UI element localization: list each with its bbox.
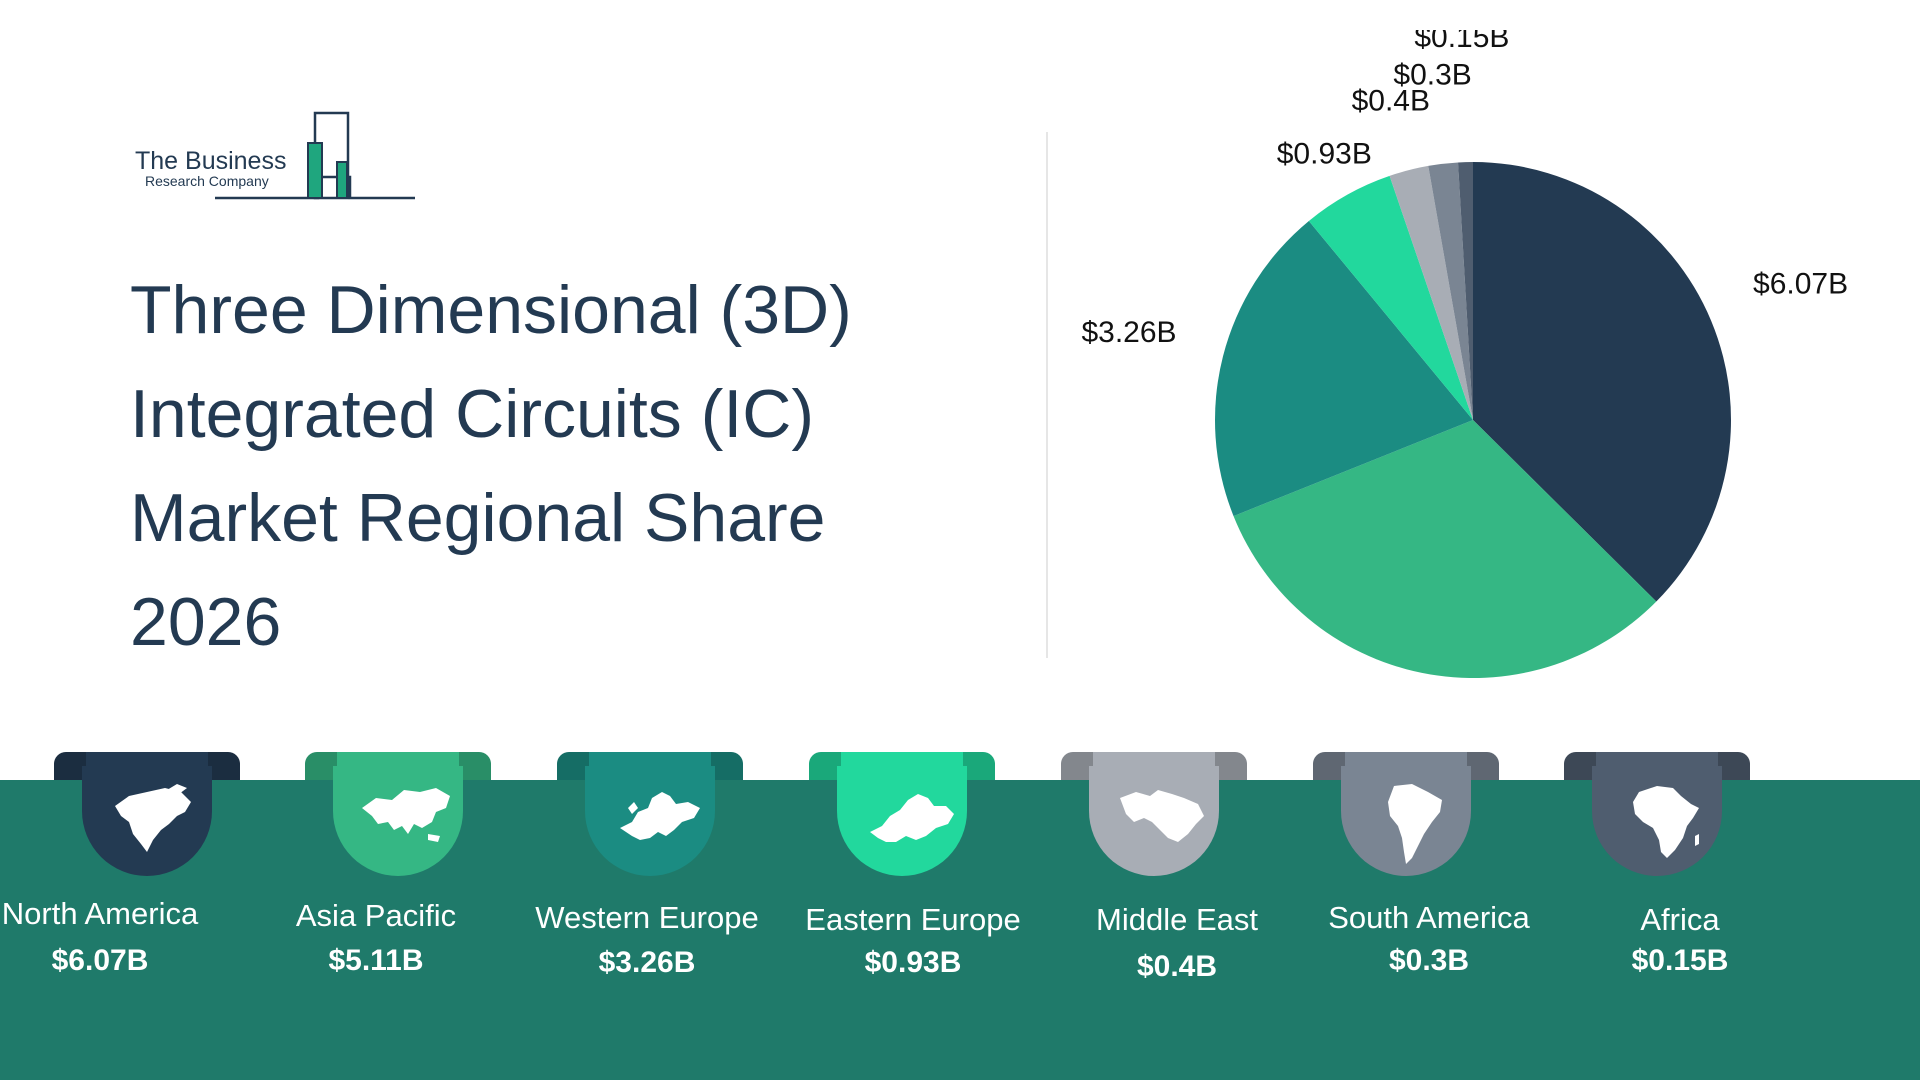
eastern-europe-map-icon <box>870 794 954 842</box>
region-value: $0.93B <box>864 946 962 979</box>
pie-label-eastern-europe: $0.93B <box>1277 138 1372 171</box>
region-value: $3.26B <box>598 946 696 979</box>
pie-label-western-europe: $3.26B <box>1081 316 1176 349</box>
pie-label-middle-east: $0.4B <box>1352 84 1430 117</box>
pie-slice-africa <box>1458 162 1473 420</box>
tab-shade-right <box>208 752 240 780</box>
page-title: Three Dimensional (3D) Integrated Circui… <box>130 272 852 660</box>
region-name: South America <box>1328 900 1530 935</box>
region-value: $6.07B <box>51 944 149 977</box>
pie-label-south-america: $0.3B <box>1393 58 1471 91</box>
region-value: $0.4B <box>1136 950 1218 983</box>
middle-east-map-icon <box>1120 790 1204 842</box>
pie-slice-middle-east <box>1389 165 1473 420</box>
tab-shade-left <box>809 752 841 780</box>
tab-shade-right <box>1718 752 1750 780</box>
tab-shade-left <box>557 752 589 780</box>
pie-slice-north-america <box>1473 162 1731 602</box>
region-card-western-europe: Western Europe $3.26B <box>503 752 763 1012</box>
tab-shade-left <box>305 752 337 780</box>
region-badge <box>837 766 967 876</box>
region-name: Asia Pacific <box>295 898 457 933</box>
region-card-south-america: South America $0.3B <box>1259 752 1530 1012</box>
asia-pacific-map-icon <box>362 788 450 842</box>
pie-slice-western-europe <box>1214 220 1473 517</box>
western-europe-map-icon <box>620 792 700 840</box>
region-value: $5.11B <box>328 944 424 977</box>
tab-shade-right <box>711 752 743 780</box>
region-name: Western Europe <box>535 900 759 935</box>
pie-slice-south-america <box>1428 162 1473 420</box>
africa-map-icon <box>1633 786 1699 858</box>
south-america-map-icon <box>1388 784 1442 864</box>
region-name: Middle East <box>1096 902 1258 937</box>
region-badge <box>82 766 212 876</box>
logo-name: The Business <box>135 147 287 175</box>
region-value: $0.3B <box>1388 944 1470 977</box>
region-badge <box>1089 766 1219 876</box>
region-badge <box>1341 766 1471 876</box>
pie-label-north-america: $6.07B <box>1753 267 1848 300</box>
tab-shade-right <box>963 752 995 780</box>
region-badge <box>1592 766 1722 876</box>
pie-slice-asia-pacific <box>1233 420 1657 679</box>
tab-shade-right <box>459 752 491 780</box>
north-america-map-icon <box>115 784 191 852</box>
region-card-middle-east: Middle East $0.4B <box>1007 752 1267 1012</box>
region-name: Africa <box>1640 902 1720 937</box>
tab-shade-left <box>54 752 86 780</box>
region-name: Eastern Europe <box>805 902 1021 937</box>
region-value: $0.15B <box>1631 944 1729 977</box>
region-name: North America <box>1 896 199 931</box>
tab-shade-right <box>1215 752 1247 780</box>
tab-shade-left <box>1313 752 1345 780</box>
tab-shade-left <box>1564 752 1596 780</box>
logo-buildings-icon <box>215 111 415 200</box>
company-logo: The Business Research Company <box>130 105 430 205</box>
logo-subtitle: Research Company <box>145 173 269 189</box>
region-card-north-america: North America $6.07B <box>0 752 260 1012</box>
tab-shade-right <box>1467 752 1499 780</box>
region-badge <box>333 766 463 876</box>
tab-shade-left <box>1061 752 1093 780</box>
region-card-eastern-europe: Eastern Europe $0.93B <box>755 752 1021 1012</box>
region-card-asia-pacific: Asia Pacific $5.11B <box>251 752 511 1012</box>
region-card-africa: Africa $0.15B <box>1510 752 1770 1012</box>
pie-slice-eastern-europe <box>1308 175 1473 420</box>
region-badge <box>585 766 715 876</box>
pie-label-africa: $0.15B <box>1414 30 1509 54</box>
pie-chart: $6.07B$5.11B$3.26B$0.93B$0.4B$0.3B$0.15B <box>1081 30 1848 679</box>
divider <box>1046 132 1048 658</box>
